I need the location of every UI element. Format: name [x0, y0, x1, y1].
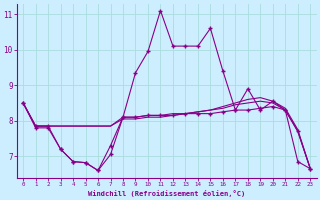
- X-axis label: Windchill (Refroidissement éolien,°C): Windchill (Refroidissement éolien,°C): [88, 190, 245, 197]
